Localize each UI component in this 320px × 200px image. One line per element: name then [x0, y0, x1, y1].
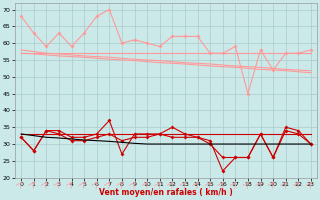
- X-axis label: Vent moyen/en rafales ( km/h ): Vent moyen/en rafales ( km/h ): [99, 188, 233, 197]
